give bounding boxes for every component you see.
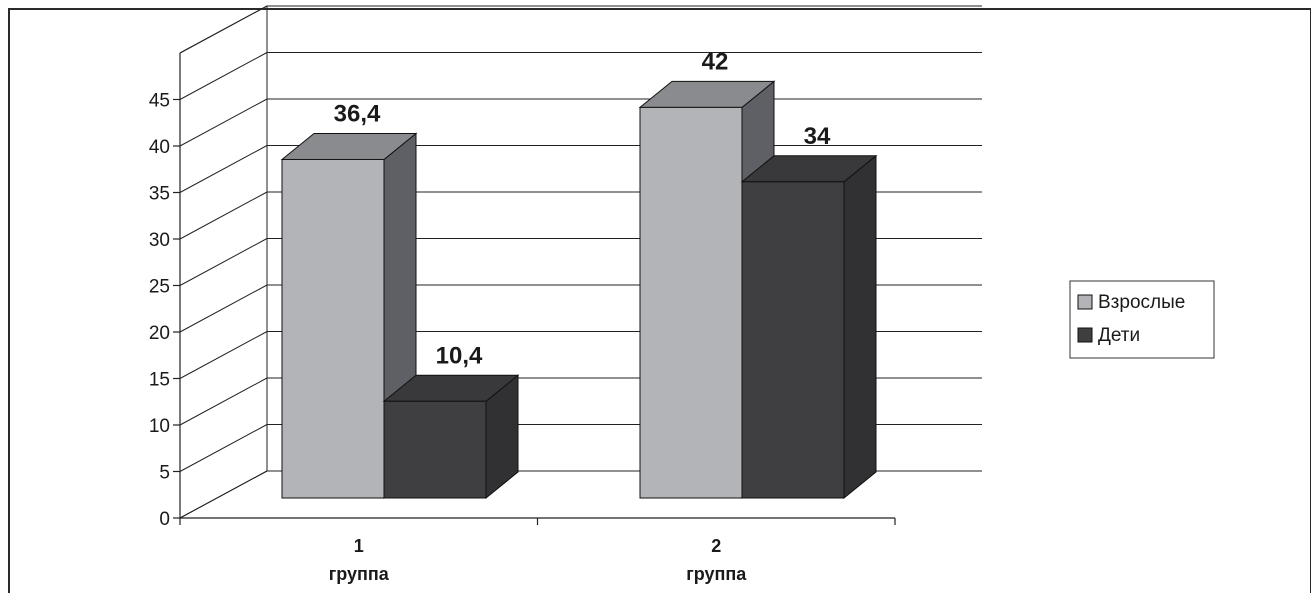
legend-swatch xyxy=(1077,294,1093,310)
y-tick-label: 40 xyxy=(149,137,170,158)
data-labels: 36,4 10,4 42 34 xyxy=(334,48,831,369)
category-label: 2 xyxy=(711,536,721,556)
y-tick-label: 25 xyxy=(149,277,170,298)
bar xyxy=(639,106,743,499)
gridline-side xyxy=(179,5,268,54)
gridline-side xyxy=(179,424,268,472)
category-label: группа xyxy=(329,564,390,584)
gridline-side xyxy=(179,238,268,286)
gridline-side xyxy=(179,145,268,193)
bars xyxy=(280,80,878,500)
gridline-side xyxy=(179,377,268,426)
gridline-side xyxy=(179,470,268,519)
gridline-side xyxy=(179,98,268,147)
category-label: 1 xyxy=(354,536,364,556)
axes xyxy=(173,53,896,525)
bar xyxy=(741,181,845,499)
y-tick-label: 20 xyxy=(149,323,170,344)
bar xyxy=(383,400,487,499)
legend: Взрослые Дети xyxy=(1069,280,1215,359)
y-tick-label: 35 xyxy=(149,184,170,205)
y-tick-label: 15 xyxy=(149,370,170,391)
legend-label: Дети xyxy=(1098,325,1140,346)
y-tick-label: 0 xyxy=(159,509,170,530)
data-label: 10,4 xyxy=(436,342,483,369)
legend-label: Взрослые xyxy=(1098,292,1185,313)
y-tick-label: 45 xyxy=(149,91,170,112)
y-tick-label: 5 xyxy=(159,463,170,484)
y-tick-label: 10 xyxy=(149,416,170,437)
legend-swatch xyxy=(1077,327,1093,343)
gridline-side xyxy=(179,284,268,333)
gridline-side xyxy=(179,191,268,240)
category-label: группа xyxy=(686,564,747,584)
bar-side xyxy=(843,154,877,500)
data-label: 36,4 xyxy=(334,100,381,127)
bar xyxy=(281,158,385,499)
y-tick-label: 30 xyxy=(149,230,170,251)
y-tick-labels: 0 5 10 15 20 25 30 35 40 45 xyxy=(149,91,170,531)
gridline-side xyxy=(179,52,268,100)
data-label: 34 xyxy=(804,123,831,150)
category-labels: 1 группа 2 группа xyxy=(329,536,748,584)
data-label: 42 xyxy=(702,48,729,75)
legend-box xyxy=(1069,280,1215,359)
gridline-side xyxy=(179,331,268,379)
